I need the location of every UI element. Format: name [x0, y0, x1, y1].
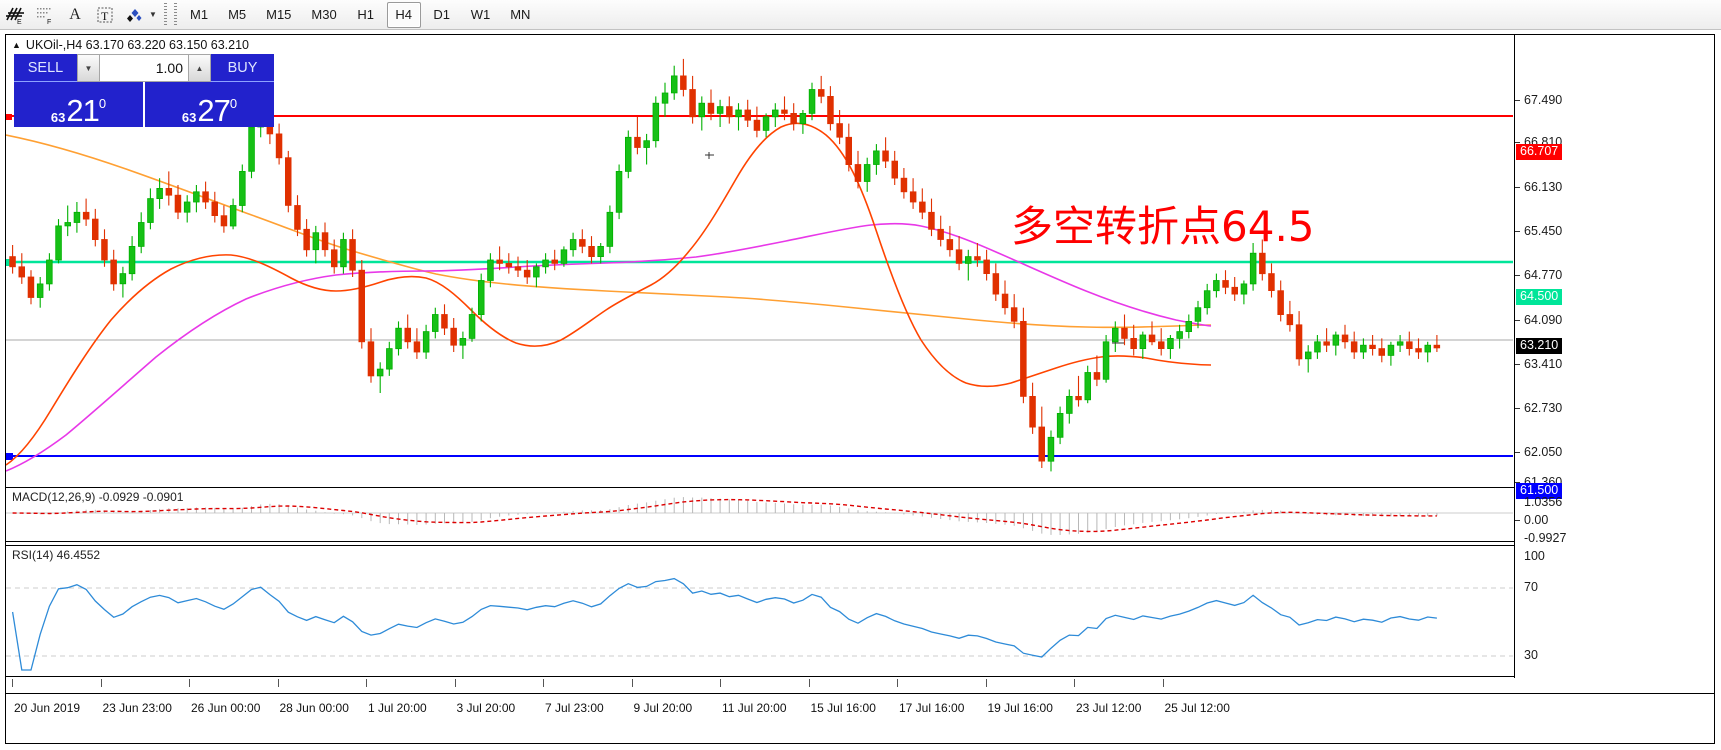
- toolbar-divider-2: [170, 2, 180, 28]
- time-tick: [1074, 679, 1075, 687]
- resistance-line-label: 66.707: [1516, 144, 1563, 160]
- volume-increase-button[interactable]: ▲: [188, 54, 211, 82]
- volume-input[interactable]: 1.00: [100, 54, 188, 82]
- current-price-label: 63.210: [1516, 338, 1563, 354]
- macd-chart-svg: [6, 497, 1513, 535]
- sell-price-sup: 0: [98, 96, 107, 111]
- candlestick-series: [9, 58, 1441, 472]
- price-scale-axis[interactable]: 67.490 66.810 66.130 65.450 64.770 64.09…: [1514, 35, 1714, 678]
- macd-label: MACD(12,26,9) -0.0929 -0.0901: [12, 490, 184, 504]
- buy-price-lead: 63: [181, 110, 197, 125]
- sell-price-lead: 63: [50, 110, 66, 125]
- svg-text:F: F: [47, 19, 51, 25]
- time-tick: [720, 679, 721, 687]
- rsi-plot-area[interactable]: [6, 546, 1513, 676]
- buy-price-main: 27: [197, 93, 230, 128]
- time-axis-labels: 20 Jun 2019 23 Jun 23:00 26 Jun 00:00 28 Ju…: [6, 679, 1513, 743]
- svg-text:E: E: [17, 19, 22, 25]
- time-axis-label: 15 Jul 16:00: [810, 701, 876, 715]
- indicators-list-icon[interactable]: F: [30, 1, 60, 29]
- objects-icon[interactable]: [120, 1, 150, 29]
- ma-magenta-line: [6, 222, 1212, 472]
- timeframe-m5[interactable]: M5: [228, 7, 247, 22]
- rsi-label: RSI(14) 46.4552: [12, 548, 101, 562]
- chevron-down-icon[interactable]: ▼: [149, 10, 157, 19]
- chart-annotation-text: 多空转折点64.5: [1011, 202, 1315, 251]
- sell-button[interactable]: SELL: [14, 54, 77, 82]
- time-axis-label: 23 Jul 12:00: [1076, 701, 1142, 715]
- collapse-triangle-icon[interactable]: ▲: [12, 40, 21, 50]
- time-axis-label: 19 Jul 16:00: [987, 701, 1053, 715]
- svg-text:T: T: [101, 9, 109, 23]
- sell-price-display[interactable]: 63 21 0: [14, 82, 143, 127]
- support-line-label: 61.500: [1516, 483, 1563, 499]
- time-tick: [454, 679, 456, 687]
- time-axis-label: 1 Jul 20:00: [368, 701, 427, 715]
- time-tick: [12, 679, 13, 687]
- sell-price-main: 21: [66, 93, 99, 128]
- expert-advisors-icon[interactable]: E: [0, 1, 30, 29]
- time-axis-label: 17 Jul 16:00: [899, 701, 965, 715]
- chart-window[interactable]: ▲ UKOil-,H4 63.170 63.220 63.150 63.210 …: [5, 34, 1715, 744]
- time-tick: [985, 679, 987, 687]
- time-axis-label: 26 Jun 00:00: [191, 701, 261, 715]
- oct-divider: [143, 82, 145, 127]
- rsi-chart-svg: [6, 577, 1513, 671]
- oct-prices-row[interactable]: 63 21 0 63 27 0: [14, 82, 274, 127]
- text-object-icon[interactable]: T: [90, 1, 120, 29]
- main-toolbar: E F A T: [0, 0, 1721, 30]
- toolbar-divider: [160, 2, 170, 28]
- price-chart-svg: [6, 58, 1513, 472]
- timeframe-m1[interactable]: M1: [190, 7, 209, 22]
- time-tick: [1162, 679, 1164, 687]
- ma-orange-line: [6, 134, 1212, 329]
- text-label-icon[interactable]: A: [69, 5, 81, 23]
- pivot-line-label: 64.500: [1516, 289, 1563, 305]
- buy-price-display[interactable]: 63 27 0: [145, 82, 274, 127]
- time-tick: [631, 679, 633, 687]
- macd-signal-line: [12, 498, 1437, 533]
- buy-button[interactable]: BUY: [211, 54, 274, 82]
- timeframe-w1[interactable]: W1: [470, 7, 491, 22]
- time-axis[interactable]: 20 Jun 2019 23 Jun 23:00 26 Jun 00:00 28 Ju…: [6, 679, 1714, 743]
- macd-pane[interactable]: MACD(12,26,9) -0.0929 -0.0901: [6, 487, 1714, 542]
- time-axis-label: 28 Jun 00:00: [279, 701, 349, 715]
- macd-histogram: [21, 497, 1438, 535]
- time-axis-label: 3 Jul 20:00: [456, 701, 516, 715]
- timeframe-h1[interactable]: H1: [357, 7, 375, 22]
- time-tick: [366, 679, 367, 687]
- time-axis-label: 20 Jun 2019: [14, 701, 81, 715]
- macd-plot-area[interactable]: [6, 488, 1513, 541]
- timeframe-m15[interactable]: M15: [266, 7, 292, 22]
- time-tick: [543, 679, 544, 687]
- time-axis-label: 23 Jun 23:00: [102, 701, 172, 715]
- time-tick: [808, 679, 810, 687]
- rsi-pane[interactable]: RSI(14) 46.4552: [6, 545, 1714, 677]
- symbol-ohlc-header: ▲ UKOil-,H4 63.170 63.220 63.150 63.210: [12, 38, 249, 52]
- price-pane[interactable]: ▲ UKOil-,H4 63.170 63.220 63.150 63.210 …: [6, 35, 1714, 485]
- timeframe-h4[interactable]: H4: [386, 1, 421, 28]
- time-tick: [100, 679, 102, 687]
- timeframe-m30[interactable]: M30: [311, 7, 337, 22]
- timeframe-d1[interactable]: D1: [433, 7, 451, 22]
- price-plot-area[interactable]: [6, 35, 1513, 485]
- time-axis-label: 7 Jul 23:00: [545, 701, 604, 715]
- buy-price-sup: 0: [229, 96, 238, 111]
- time-axis-label: 11 Jul 20:00: [722, 701, 787, 715]
- one-click-trading-panel[interactable]: SELL ▼ 1.00 ▲ BUY 63 21 0 63 27: [14, 54, 274, 127]
- time-axis-label: 9 Jul 20:00: [633, 701, 693, 715]
- time-axis-line: [6, 693, 1714, 694]
- timeframe-mn[interactable]: MN: [510, 7, 531, 22]
- time-tick: [897, 679, 898, 687]
- symbol-ohlc-text: UKOil-,H4 63.170 63.220 63.150 63.210: [25, 38, 249, 52]
- rsi-series-line: [11, 577, 1437, 671]
- time-tick: [189, 679, 190, 687]
- oct-controls-row[interactable]: SELL ▼ 1.00 ▲ BUY: [14, 54, 274, 82]
- time-tick: [277, 679, 279, 687]
- time-axis-label: 25 Jul 12:00: [1164, 701, 1230, 715]
- volume-decrease-button[interactable]: ▼: [77, 54, 100, 82]
- ma-red-line: [6, 122, 1212, 466]
